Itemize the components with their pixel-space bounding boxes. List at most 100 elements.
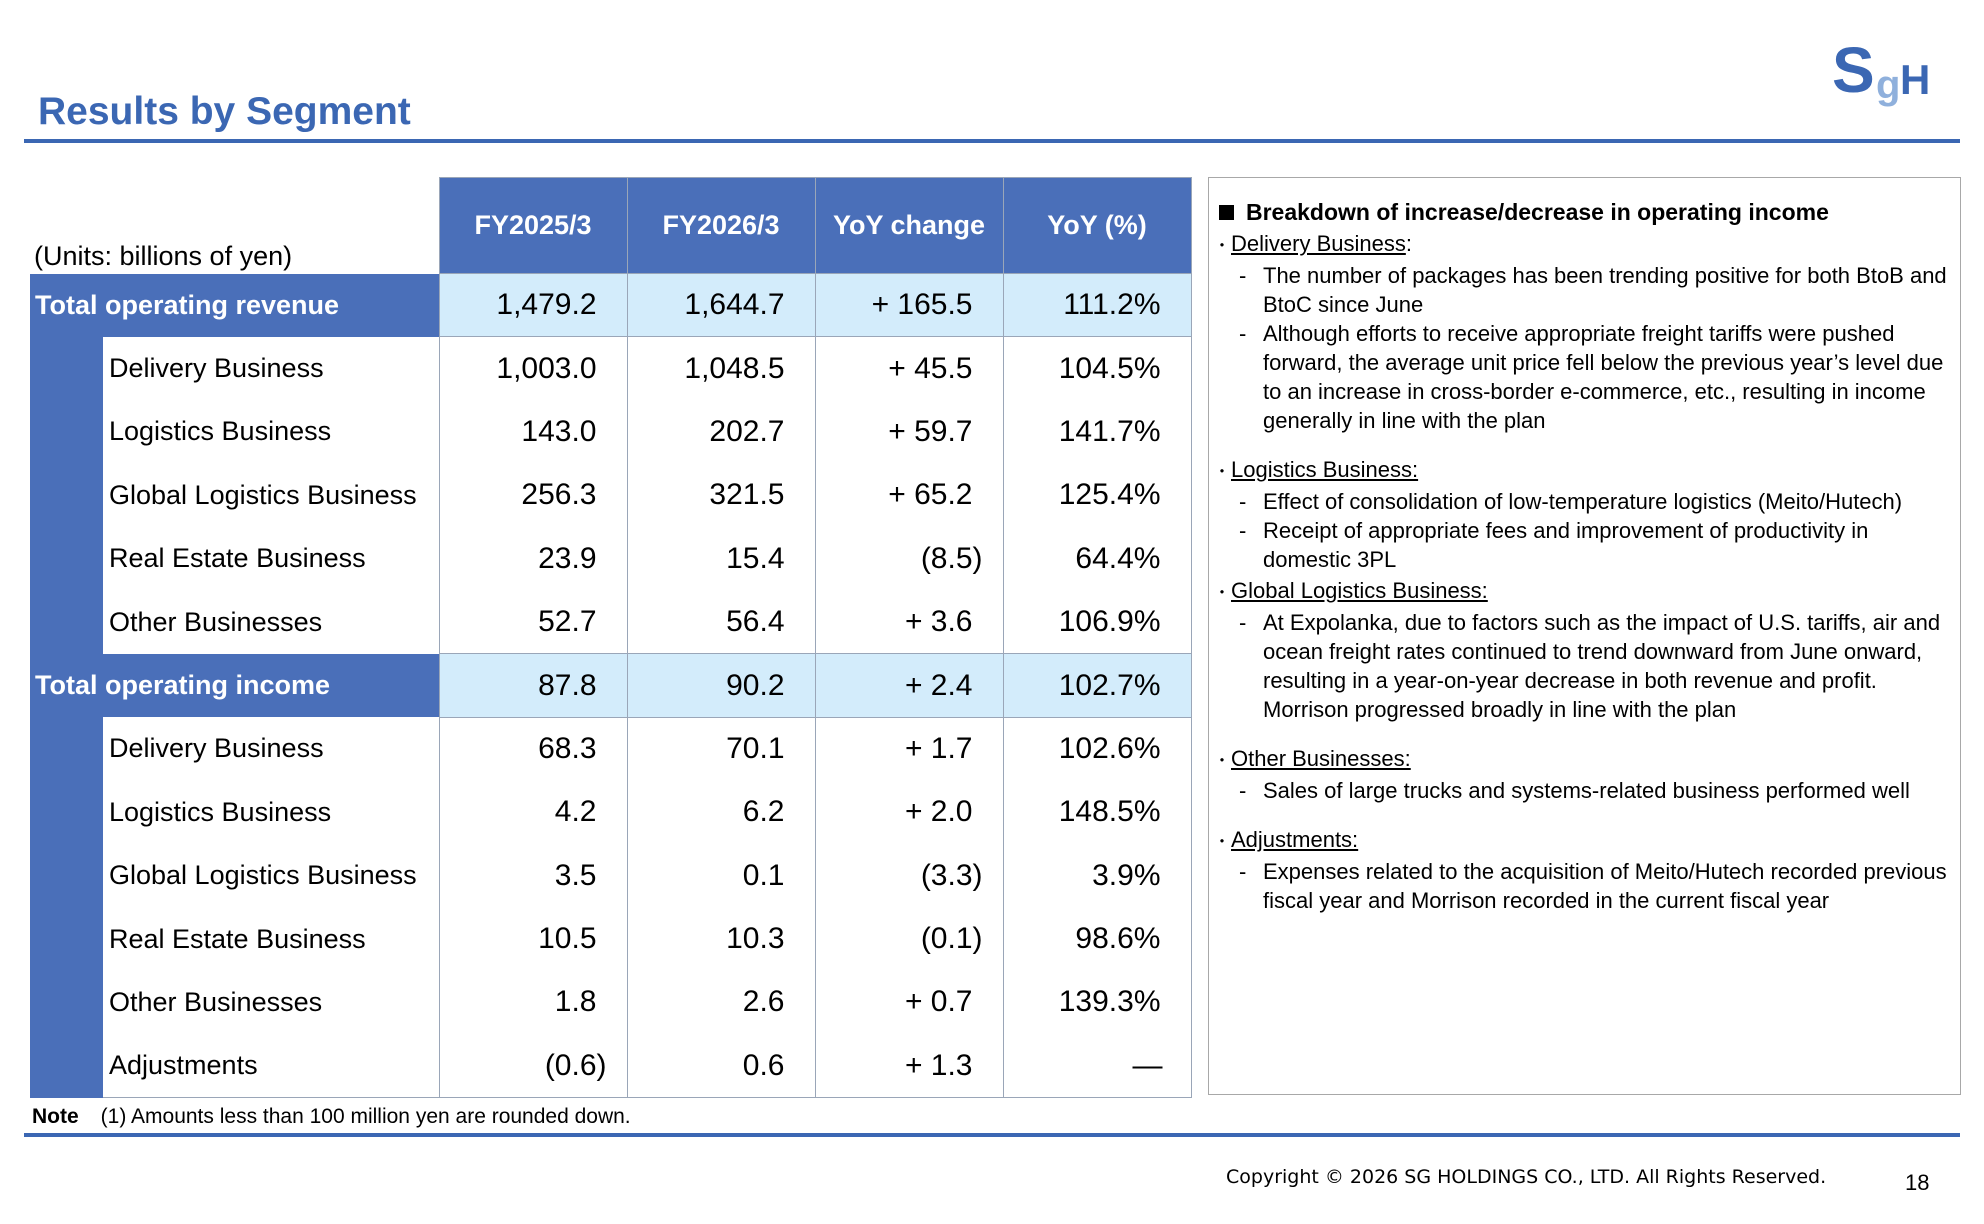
- cell-value: 87.8: [438, 653, 628, 718]
- list-item: - The number of packages has been trendin…: [1239, 263, 1947, 317]
- column-header: FY2025/3: [438, 177, 628, 274]
- list-item: - Receipt of appropriate fees and improve…: [1239, 518, 1869, 572]
- list-item-text: The number of packages has been trending…: [1263, 263, 1947, 317]
- list-item-text: Receipt of appropriate fees and improvem…: [1263, 518, 1869, 572]
- table-row: Real Estate Business 23.9 15.4 (8.5) 64.…: [30, 527, 1192, 591]
- cell-value: 1,003.0: [438, 336, 628, 401]
- panel-heading: Breakdown of increase/decrease in operat…: [1213, 198, 1952, 227]
- cell-value: + 165.5: [814, 272, 1004, 338]
- cell-value: + 1.7: [814, 717, 1004, 781]
- cell-value: 125.4%: [1002, 463, 1192, 528]
- svg-text:g: g: [1876, 63, 1900, 107]
- bullet-dot-icon: ・: [1213, 834, 1230, 851]
- section-title-suffix: :: [1405, 231, 1412, 256]
- total-income-row: Total operating income 87.8 90.2 + 2.4 1…: [30, 653, 1192, 718]
- section-title: Other Businesses:: [1231, 746, 1411, 771]
- cell-value: (0.6): [438, 1034, 628, 1099]
- cell-value: 3.9%: [1002, 844, 1192, 908]
- cell-value: + 1.3: [814, 1034, 1004, 1099]
- cell-value: 102.6%: [1002, 717, 1192, 781]
- list-item-text: Expenses related to the acquisition of M…: [1263, 859, 1947, 913]
- footer-divider: [24, 1133, 1960, 1137]
- svg-text:S: S: [1832, 34, 1875, 106]
- cell-value: + 3.6: [814, 590, 1004, 654]
- list-item-text: Although efforts to receive appropriate …: [1263, 321, 1944, 433]
- list-item-text: Sales of large trucks and systems-relate…: [1263, 778, 1910, 803]
- cell-value: + 0.7: [814, 970, 1004, 1035]
- note-label: Note: [32, 1105, 79, 1128]
- cell-value: 3.5: [438, 844, 628, 908]
- svg-text:H: H: [1900, 56, 1930, 103]
- list-item: - Expenses related to the acquisition of …: [1239, 859, 1947, 913]
- total-revenue-row: Total operating revenue 1,479.2 1,644.7 …: [30, 272, 1192, 338]
- table-row: Adjustments (0.6) 0.6 + 1.3 —: [30, 1034, 1192, 1099]
- cell-value: 1,479.2: [438, 272, 628, 338]
- row-label: Real Estate Business: [103, 527, 440, 591]
- cell-value: 0.6: [626, 1034, 816, 1099]
- cell-value: 52.7: [438, 590, 628, 654]
- list-item-text: At Expolanka, due to factors such as the…: [1263, 610, 1941, 722]
- sgh-logo: S g H: [1832, 34, 1930, 107]
- cell-value: 90.2: [626, 653, 816, 718]
- column-header: YoY (%): [1002, 177, 1192, 274]
- section-title: Logistics Business:: [1231, 457, 1419, 482]
- cell-value: (0.1): [814, 907, 1004, 971]
- table-row: Delivery Business 68.3 70.1 + 1.7 102.6%: [30, 717, 1192, 1098]
- cell-value: 2.6: [626, 970, 816, 1035]
- section-adjustments: ・ Adjustments: - Expenses related to the a…: [1213, 825, 1952, 915]
- cell-value: 141.7%: [1002, 400, 1192, 464]
- row-label: Real Estate Business: [103, 907, 440, 971]
- note-text: (1) Amounts less than 100 million yen ar…: [100, 1105, 631, 1128]
- bullet-dot-icon: ・: [1213, 238, 1230, 255]
- row-label: Global Logistics Business: [103, 463, 440, 528]
- section-delivery: ・ Delivery Business: - The number of packa…: [1213, 229, 1952, 435]
- section-title: Global Logistics Business:: [1231, 578, 1488, 603]
- section-other: ・ Other Businesses: - Sales of large truck…: [1213, 744, 1952, 805]
- table-row: Logistics Business 4.2 6.2 + 2.0 148.5%: [30, 780, 1192, 845]
- table-header-row: FY2025/3 FY2026/3 YoY change YoY (%): [30, 177, 1192, 274]
- title-divider: [24, 139, 1960, 143]
- cell-value: 148.5%: [1002, 780, 1192, 845]
- cell-value: —: [1002, 1034, 1192, 1099]
- cell-value: 64.4%: [1002, 527, 1192, 591]
- cell-value: 111.2%: [1002, 272, 1192, 338]
- segment-results-table: FY2025/3 FY2026/3 YoY change YoY (%) Tot…: [30, 177, 1192, 1099]
- section-title: Delivery Business: [1231, 231, 1406, 256]
- section-title: Adjustments:: [1231, 827, 1359, 852]
- cell-value: 98.6%: [1002, 907, 1192, 971]
- column-header: YoY change: [814, 177, 1004, 274]
- cell-value: 104.5%: [1002, 336, 1192, 401]
- cell-value: 4.2: [438, 780, 628, 845]
- row-label: Global Logistics Business: [103, 844, 440, 908]
- row-label: Delivery Business: [103, 717, 440, 781]
- list-item-text: Effect of consolidation of low-temperatu…: [1263, 489, 1903, 514]
- table-row: Logistics Business 143.0 202.7 + 59.7 14…: [30, 400, 1192, 464]
- cell-value: (3.3): [814, 844, 1004, 908]
- bullet-dot-icon: ・: [1213, 585, 1230, 602]
- row-label: Other Businesses: [103, 970, 440, 1035]
- copyright: Copyright © 2026 SG HOLDINGS CO., LTD. A…: [1226, 1166, 1827, 1188]
- list-item: - Although efforts to receive appropriate…: [1239, 321, 1944, 433]
- cell-value: 70.1: [626, 717, 816, 781]
- row-label: Other Businesses: [103, 590, 440, 654]
- cell-value: 10.5: [438, 907, 628, 971]
- revenue-side-bar: [30, 336, 103, 654]
- row-label: Adjustments: [103, 1034, 440, 1099]
- list-item: - Sales of large trucks and systems-relat…: [1239, 778, 1910, 803]
- cell-value: 1,644.7: [626, 272, 816, 338]
- footnote: Note (1) Amounts less than 100 million ye…: [32, 1105, 631, 1129]
- cell-value: + 2.4: [814, 653, 1004, 718]
- cell-value: + 65.2: [814, 463, 1004, 528]
- page-title: Results by Segment: [38, 90, 411, 133]
- breakdown-panel: Breakdown of increase/decrease in operat…: [1208, 177, 1961, 1095]
- column-header: FY2026/3: [626, 177, 816, 274]
- cell-value: 10.3: [626, 907, 816, 971]
- cell-value: + 59.7: [814, 400, 1004, 464]
- table-row: Global Logistics Business 3.5 0.1 (3.3) …: [30, 844, 1192, 908]
- units-label: (Units: billions of yen): [34, 241, 293, 271]
- panel-heading-text: Breakdown of increase/decrease in operat…: [1246, 199, 1829, 225]
- section-global-logistics: ・ Global Logistics Business: - At Expolank…: [1213, 576, 1952, 724]
- table-row: Other Businesses 52.7 56.4 + 3.6 106.9%: [30, 590, 1192, 654]
- cell-value: 6.2: [626, 780, 816, 845]
- cell-value: 321.5: [626, 463, 816, 528]
